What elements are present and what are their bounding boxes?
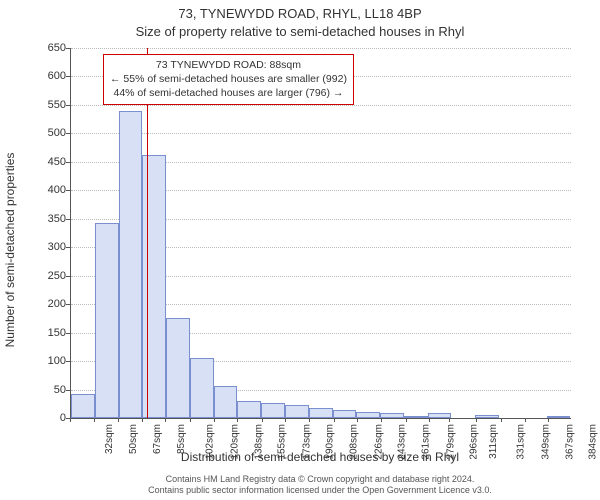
y-tick-label: 600 (26, 70, 66, 82)
y-tick-label: 200 (26, 298, 66, 310)
y-tick-mark (66, 133, 70, 134)
y-tick-label: 50 (26, 384, 66, 396)
y-tick-mark (66, 333, 70, 334)
title-sub: Size of property relative to semi-detach… (0, 24, 600, 39)
histogram-bar (119, 111, 143, 418)
x-tick-mark (190, 418, 191, 422)
histogram-bar (404, 416, 428, 418)
y-axis-label: Number of semi-detached properties (3, 153, 17, 348)
y-tick-mark (66, 190, 70, 191)
y-tick-label: 650 (26, 42, 66, 54)
chart-container: 73, TYNEWYDD ROAD, RHYL, LL18 4BP Size o… (0, 0, 600, 500)
annotation-box: 73 TYNEWYDD ROAD: 88sqm← 55% of semi-det… (103, 54, 354, 105)
x-tick-mark (285, 418, 286, 422)
annotation-line2: ← 55% of semi-detached houses are smalle… (110, 72, 347, 86)
histogram-bar (475, 415, 499, 418)
histogram-bar (237, 401, 261, 418)
x-tick-mark (525, 418, 526, 422)
y-tick-mark (66, 48, 70, 49)
x-tick-mark (381, 418, 382, 422)
y-tick-mark (66, 219, 70, 220)
histogram-bar (356, 412, 380, 418)
y-tick-label: 400 (26, 184, 66, 196)
y-tick-label: 500 (26, 127, 66, 139)
y-tick-mark (66, 247, 70, 248)
y-tick-mark (66, 390, 70, 391)
x-tick-mark (501, 418, 502, 422)
histogram-bar (166, 318, 190, 418)
x-tick-mark (357, 418, 358, 422)
histogram-bar (333, 410, 357, 418)
x-tick-mark (548, 418, 549, 422)
x-tick-mark (237, 418, 238, 422)
y-tick-label: 450 (26, 156, 66, 168)
y-tick-mark (66, 276, 70, 277)
y-tick-label: 300 (26, 241, 66, 253)
histogram-bar (261, 403, 285, 418)
histogram-bar (142, 155, 166, 418)
histogram-bar (95, 223, 119, 418)
x-tick-mark (334, 418, 335, 422)
x-tick-mark (429, 418, 430, 422)
footer: Contains HM Land Registry data © Crown c… (70, 474, 570, 496)
annotation-line1: 73 TYNEWYDD ROAD: 88sqm (110, 58, 347, 72)
annotation-line3: 44% of semi-detached houses are larger (… (110, 86, 347, 100)
y-tick-label: 100 (26, 355, 66, 367)
histogram-bar (547, 416, 571, 418)
grid-line (71, 133, 571, 134)
x-tick-mark (406, 418, 407, 422)
histogram-bar (71, 394, 95, 418)
x-tick-mark (118, 418, 119, 422)
y-tick-mark (66, 162, 70, 163)
x-tick-mark (70, 418, 71, 422)
y-tick-mark (66, 361, 70, 362)
histogram-bar (309, 408, 333, 418)
x-tick-mark (476, 418, 477, 422)
footer-line1: Contains HM Land Registry data © Crown c… (70, 474, 570, 485)
y-tick-mark (66, 105, 70, 106)
y-tick-label: 250 (26, 270, 66, 282)
x-tick-mark (94, 418, 95, 422)
plot-area: 73 TYNEWYDD ROAD: 88sqm← 55% of semi-det… (70, 48, 571, 419)
y-tick-label: 0 (26, 412, 66, 424)
title-main: 73, TYNEWYDD ROAD, RHYL, LL18 4BP (0, 6, 600, 21)
x-tick-mark (214, 418, 215, 422)
histogram-bar (428, 413, 452, 418)
y-tick-label: 150 (26, 327, 66, 339)
grid-line (71, 105, 571, 106)
grid-line (71, 48, 571, 49)
x-tick-mark (142, 418, 143, 422)
x-tick-mark (262, 418, 263, 422)
footer-line2: Contains public sector information licen… (70, 485, 570, 496)
x-tick-mark (309, 418, 310, 422)
x-tick-mark (449, 418, 450, 422)
x-tick-mark (165, 418, 166, 422)
histogram-bar (285, 405, 309, 418)
histogram-bar (190, 358, 214, 418)
y-tick-label: 350 (26, 213, 66, 225)
y-tick-mark (66, 76, 70, 77)
y-tick-label: 550 (26, 99, 66, 111)
histogram-bar (380, 413, 404, 418)
y-tick-mark (66, 304, 70, 305)
histogram-bar (214, 386, 238, 418)
x-axis-label: Distribution of semi-detached houses by … (70, 450, 570, 464)
x-tick-label: 384sqm (588, 424, 599, 460)
